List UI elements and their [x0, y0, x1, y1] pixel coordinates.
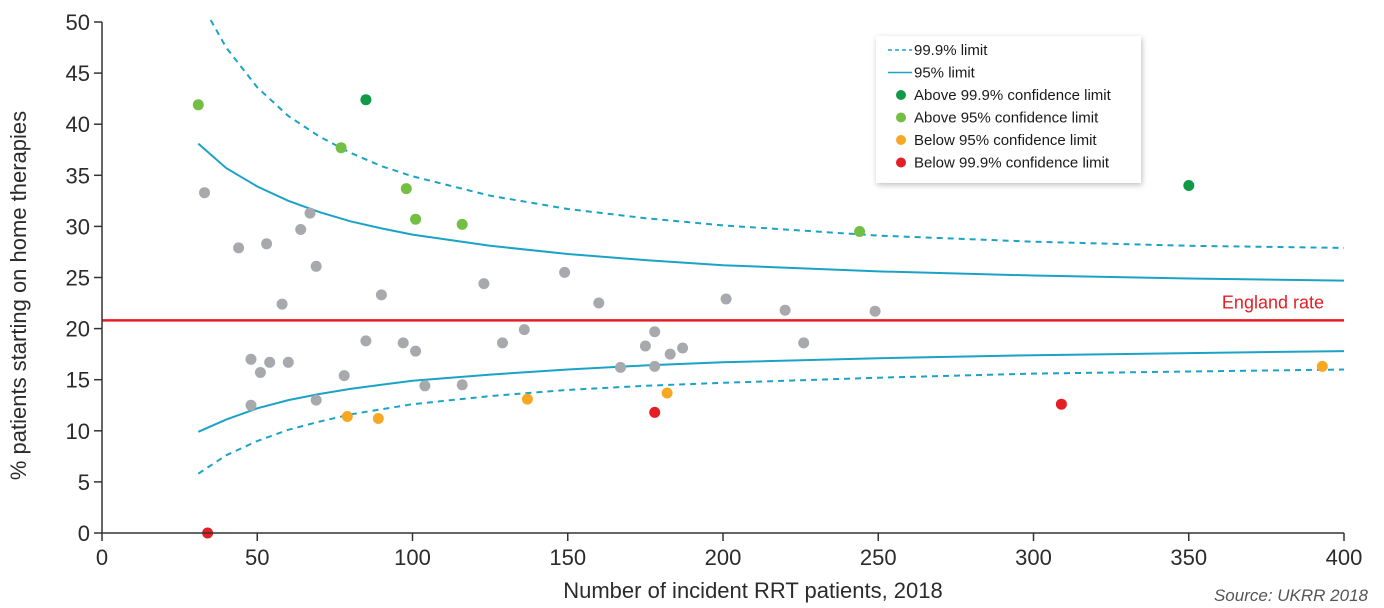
data-point	[360, 94, 372, 106]
data-points	[192, 94, 1328, 539]
legend-dot-swatch	[896, 90, 906, 100]
data-point	[664, 348, 676, 360]
legend: 99.9% limit 95% limit Above 99.9% confiden…	[876, 36, 1141, 183]
data-point	[720, 293, 732, 305]
data-point	[410, 345, 422, 357]
x-tick-label: 350	[1170, 545, 1207, 570]
x-tick-label: 300	[1015, 545, 1052, 570]
y-tick-label: 30	[66, 214, 90, 239]
y-tick-label: 20	[66, 317, 90, 342]
data-point	[245, 399, 257, 411]
y-tick-label: 10	[66, 419, 90, 444]
data-point	[1183, 180, 1195, 191]
data-point	[261, 238, 273, 250]
y-tick-label: 50	[66, 10, 90, 35]
data-point	[649, 406, 661, 418]
data-point	[854, 226, 866, 237]
legend-label: Above 95% confidence limit	[914, 110, 1099, 127]
legend-label: Below 99.9% confidence limit	[914, 155, 1110, 172]
x-tick-label: 150	[549, 545, 586, 570]
legend-box	[876, 36, 1141, 183]
x-axis-ticks: 0 50 100 150 200 250 300 350 400	[96, 533, 1362, 570]
limit-999-lower-curve	[197, 368, 1345, 475]
england-rate-label: England rate	[1222, 292, 1324, 312]
y-tick-label: 25	[66, 266, 90, 291]
x-tick-label: 0	[96, 545, 108, 570]
y-axis-title: % patients starting on home therapies	[6, 111, 31, 480]
data-point	[677, 342, 689, 354]
data-point	[233, 242, 245, 254]
data-point	[254, 367, 266, 378]
y-tick-label: 40	[66, 112, 90, 137]
legend-label: 95% limit	[914, 65, 976, 82]
x-tick-label: 100	[394, 545, 431, 570]
limit-95-lower-curve	[197, 350, 1345, 433]
data-point	[419, 380, 431, 392]
data-point	[264, 356, 276, 368]
limit-lines	[197, 19, 1345, 475]
data-point	[1055, 398, 1067, 410]
data-point	[456, 218, 468, 230]
y-tick-label: 5	[78, 470, 90, 495]
data-point	[649, 360, 661, 372]
y-tick-label: 45	[66, 61, 90, 86]
data-point	[400, 183, 412, 195]
data-point	[615, 361, 626, 373]
data-point	[593, 297, 605, 309]
legend-label: 99.9% limit	[914, 42, 988, 59]
data-point	[497, 337, 508, 349]
y-axis-ticks: 0 5 10 15 20 25 30 35 40 45 50	[66, 10, 102, 546]
data-point	[410, 213, 422, 225]
data-point	[338, 370, 350, 382]
data-point	[639, 340, 651, 352]
data-point	[282, 356, 294, 368]
y-tick-label: 0	[78, 521, 90, 546]
data-point	[375, 289, 387, 301]
data-point	[869, 305, 881, 317]
legend-label: Below 95% confidence limit	[914, 132, 1097, 149]
limit-95-upper-curve	[197, 142, 1345, 282]
legend-dot-swatch	[896, 157, 906, 168]
x-tick-label: 250	[860, 545, 897, 570]
x-tick-label: 200	[705, 545, 742, 570]
y-tick-label: 15	[66, 368, 90, 393]
data-point	[360, 335, 372, 347]
data-point	[304, 207, 316, 219]
data-point	[192, 99, 204, 111]
legend-dot-swatch	[896, 135, 906, 145]
source-note: Source: UKRR 2018	[1214, 586, 1369, 605]
data-point	[276, 298, 288, 310]
data-point	[295, 224, 307, 235]
axes: 0 50 100 150 200 250 300 350 400 0 5 10 15 20 25 30 35 4…	[66, 10, 1363, 570]
limit-999-upper-curve	[209, 19, 1345, 249]
legend-label: Above 99.9% confidence limit	[914, 87, 1112, 104]
data-point	[1316, 360, 1328, 372]
y-tick-label: 35	[66, 163, 90, 188]
x-axis-title: Number of incident RRT patients, 2018	[563, 578, 943, 603]
data-point	[521, 393, 533, 405]
data-point	[341, 411, 353, 422]
data-point	[245, 353, 257, 365]
data-point	[335, 142, 347, 154]
data-point	[456, 379, 468, 391]
data-point	[397, 337, 409, 349]
data-point	[649, 326, 661, 338]
data-point	[199, 187, 210, 199]
data-point	[559, 266, 571, 278]
data-point	[518, 324, 530, 336]
x-tick-label: 50	[245, 545, 269, 570]
data-point	[310, 260, 322, 272]
data-point	[779, 304, 791, 316]
data-point	[478, 278, 490, 290]
data-point	[310, 394, 322, 406]
data-point	[798, 337, 810, 349]
data-point	[661, 387, 673, 399]
legend-dot-swatch	[896, 112, 906, 123]
x-tick-label: 400	[1326, 545, 1363, 570]
data-point	[372, 413, 384, 424]
